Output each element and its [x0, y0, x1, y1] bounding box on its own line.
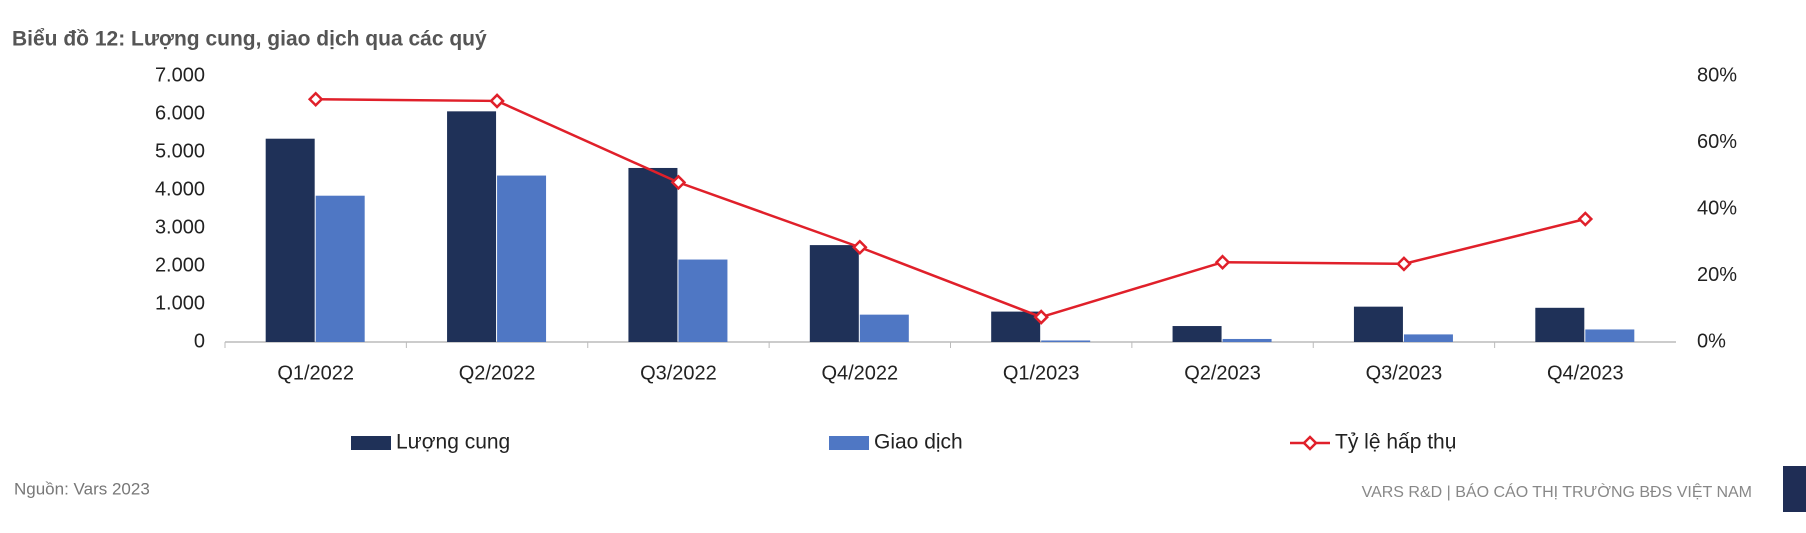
bar	[315, 195, 365, 342]
y2-tick-label: 40%	[1697, 197, 1737, 219]
line	[315, 98, 1586, 319]
source-note: Nguồn: Vars 2023	[14, 479, 150, 498]
bar	[1222, 338, 1272, 342]
bar	[859, 314, 909, 342]
y-tick-label: 3.000	[155, 216, 205, 238]
x-tick-label: Q3/2022	[640, 362, 717, 384]
legend-swatch	[351, 436, 391, 450]
y2-tick-label: 0%	[1697, 330, 1726, 352]
line-marker	[1214, 254, 1231, 270]
line-marker	[307, 91, 324, 108]
line-marker	[852, 239, 868, 256]
bar	[265, 138, 315, 342]
legend-swatch	[1302, 435, 1318, 451]
line-marker	[1033, 309, 1049, 325]
y-tick-label: 4.000	[155, 178, 205, 200]
y-tick-label: 7.000	[155, 64, 205, 86]
bar	[809, 245, 859, 342]
x-tick-label: Q1/2023	[1003, 362, 1080, 384]
bar	[678, 259, 728, 342]
legend-label: Tỷ lệ hấp thụ	[1335, 431, 1456, 454]
x-tick-label: Q1/2022	[277, 362, 354, 384]
x-tick-label: Q2/2023	[1184, 362, 1261, 384]
bar	[1172, 326, 1222, 342]
bar	[447, 111, 497, 342]
legend-swatch	[829, 436, 869, 450]
y2-tick-label: 80%	[1697, 64, 1737, 86]
y-tick-label: 5.000	[155, 140, 205, 162]
y-tick-label: 1.000	[155, 292, 205, 314]
y2-tick-label: 60%	[1697, 131, 1737, 153]
x-tick-label: Q2/2022	[459, 362, 536, 384]
bar	[991, 311, 1041, 342]
legend-label: Lượng cung	[396, 431, 510, 454]
bar	[1403, 334, 1453, 342]
line-marker	[1577, 211, 1594, 227]
bar	[1041, 340, 1091, 342]
x-tick-label: Q4/2023	[1547, 362, 1624, 384]
bar	[1535, 307, 1585, 342]
bar	[628, 167, 678, 342]
bar	[497, 175, 547, 342]
y-tick-label: 6.000	[155, 102, 205, 124]
line-marker	[670, 174, 687, 191]
y2-tick-label: 20%	[1697, 264, 1737, 286]
x-tick-label: Q3/2023	[1366, 362, 1443, 384]
line-marker	[489, 93, 505, 109]
chart-title: Biểu đồ 12: Lượng cung, giao dịch qua cá…	[12, 28, 487, 51]
bar	[1353, 306, 1403, 342]
footer-block	[1783, 466, 1806, 512]
line-marker	[1396, 256, 1412, 272]
footer: VARS R&D | BÁO CÁO THỊ TRƯỜNG BĐS VIỆT N…	[1362, 482, 1752, 501]
legend-label: Giao dịch	[874, 431, 963, 454]
y-tick-label: 2.000	[155, 254, 205, 276]
x-tick-label: Q4/2022	[821, 362, 898, 384]
bar	[1585, 329, 1635, 342]
y-tick-label: 0	[194, 330, 205, 352]
